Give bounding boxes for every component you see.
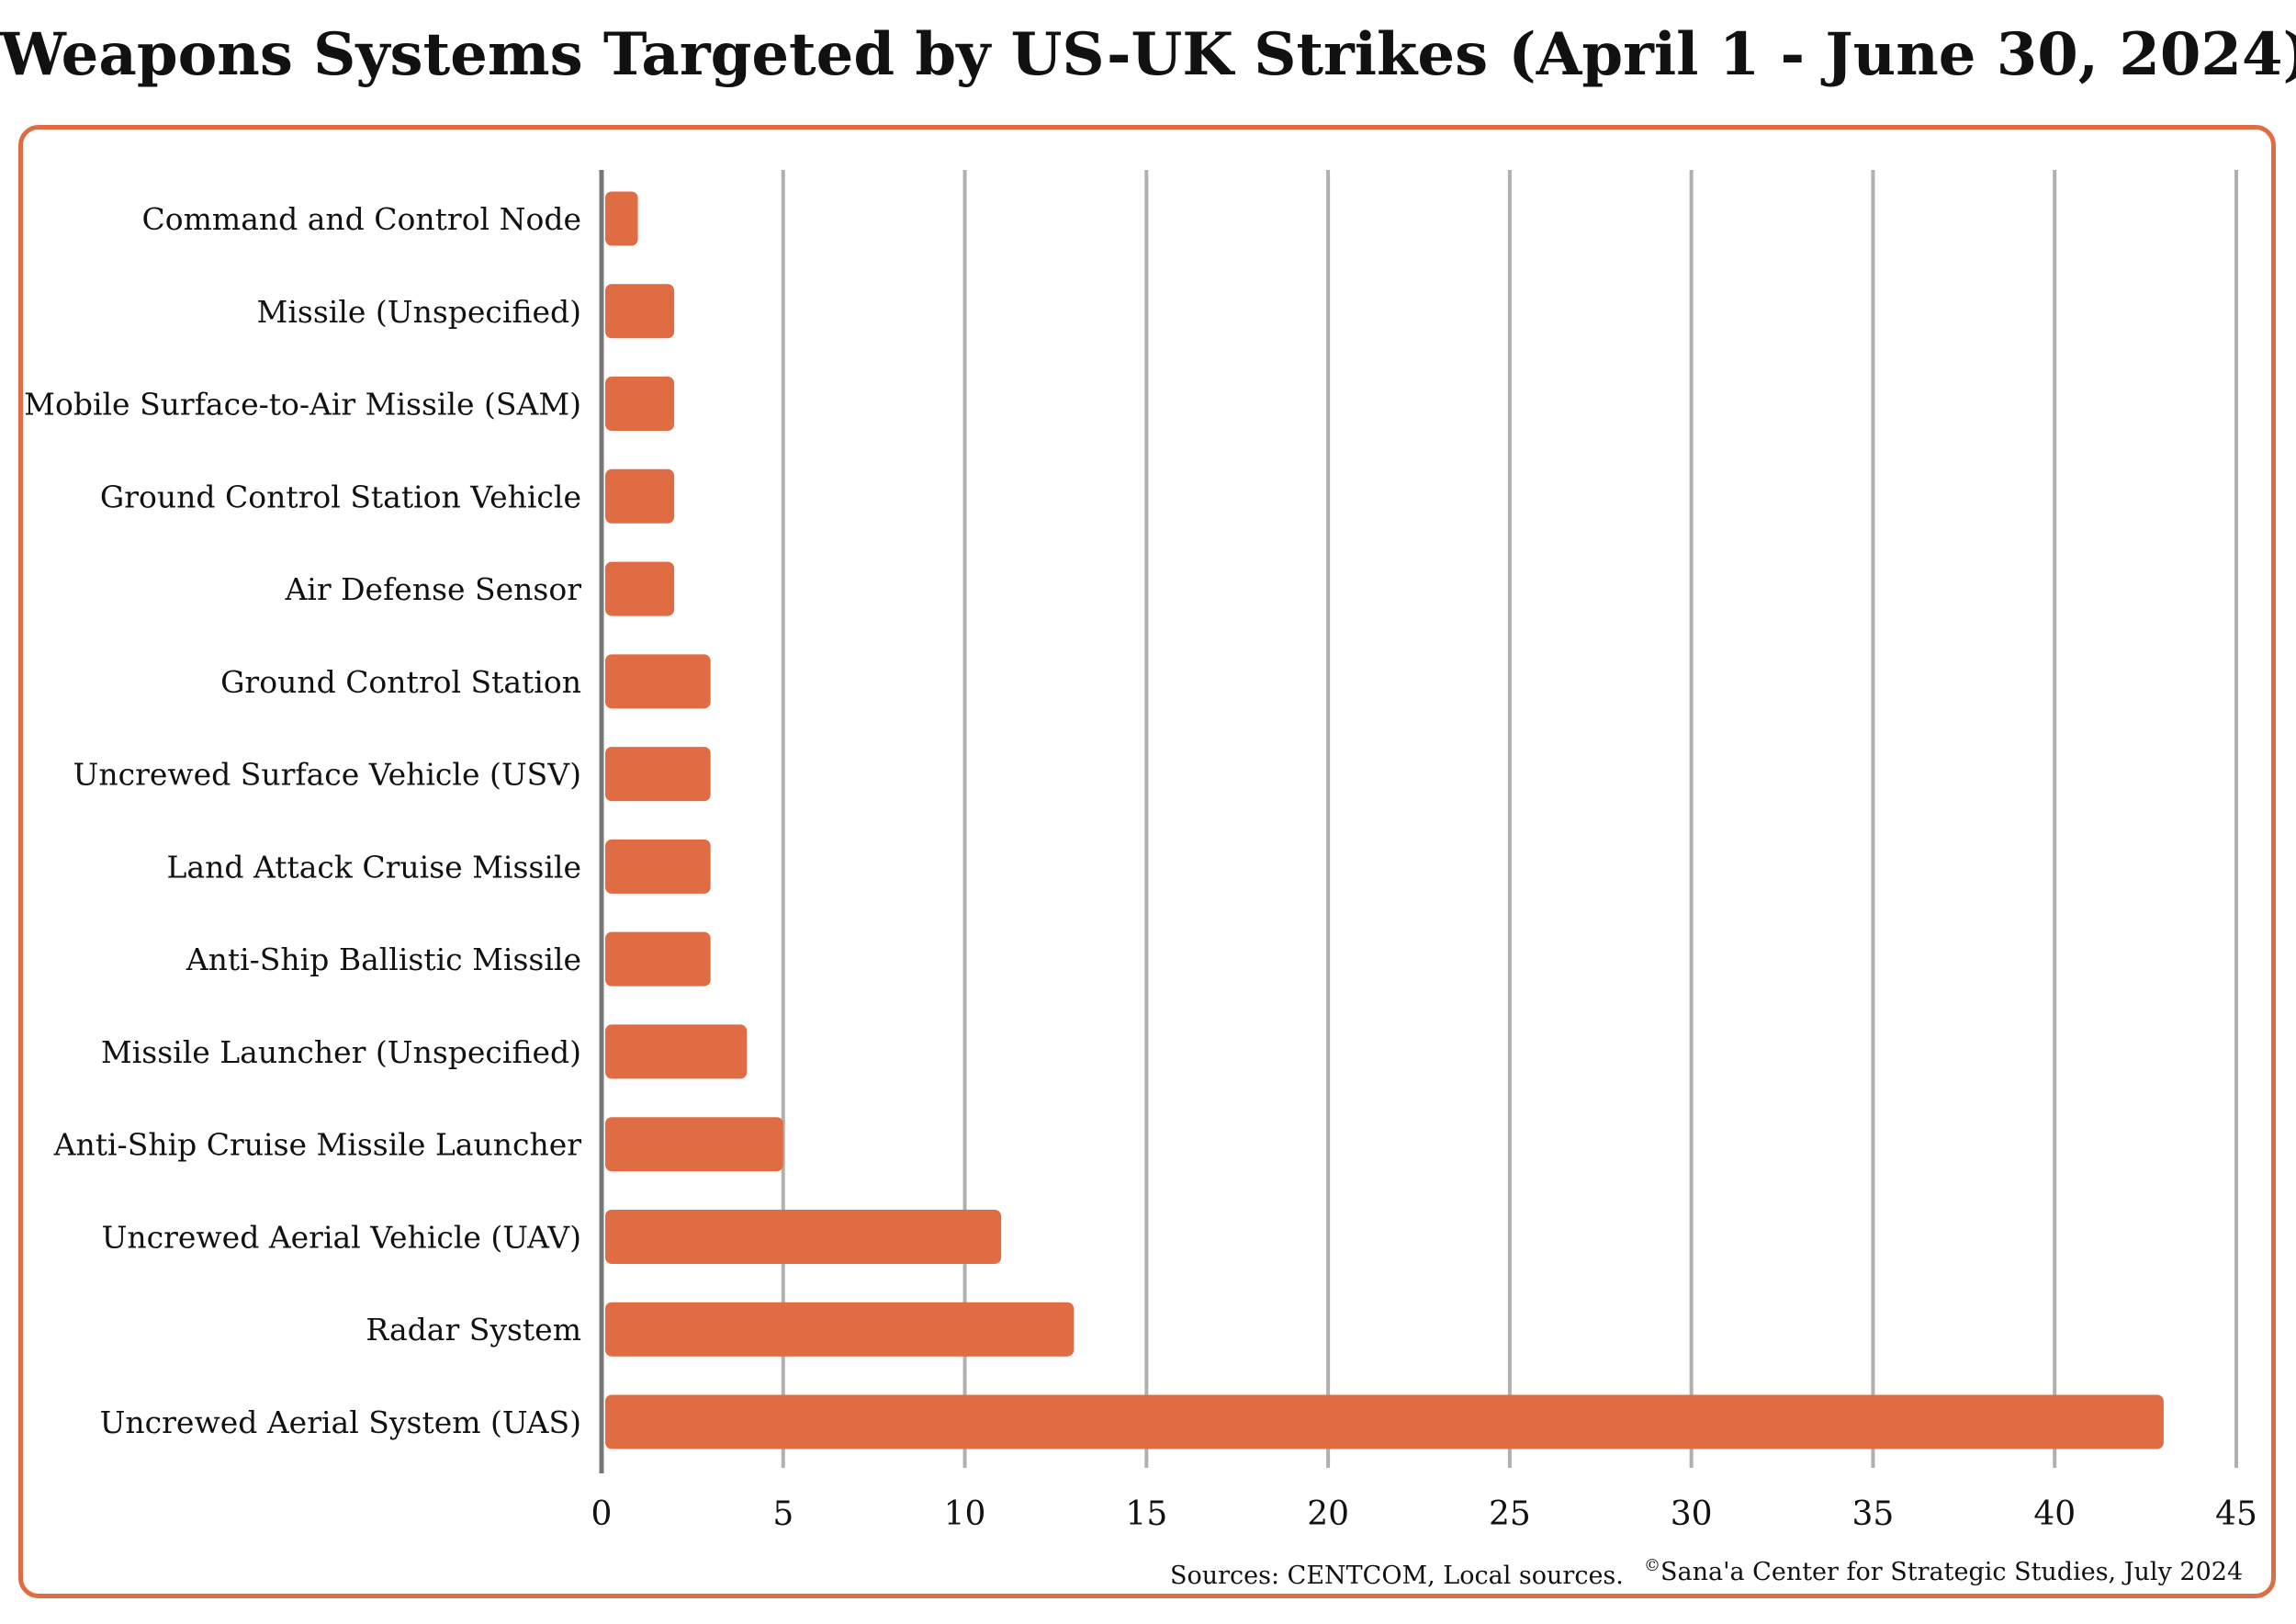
x-tick-label: 0	[591, 1495, 613, 1533]
category-label: Ground Control Station Vehicle	[100, 479, 581, 514]
category-label: Air Defense Sensor	[284, 571, 581, 607]
category-label: Anti-Ship Ballistic Missile	[186, 942, 581, 977]
x-tick-label: 10	[944, 1495, 986, 1533]
copyright-symbol: ©	[1644, 1556, 1660, 1575]
bar	[605, 931, 711, 987]
copyright-text: Sana'a Center for Strategic Studies, Jul…	[1660, 1558, 2244, 1586]
bar	[605, 747, 711, 802]
x-tick-label: 15	[1125, 1495, 1167, 1533]
category-label: Uncrewed Aerial System (UAS)	[100, 1404, 581, 1440]
category-label: Mobile Surface-to-Air Missile (SAM)	[24, 387, 581, 423]
copyright-note: ©Sana'a Center for Strategic Studies, Ju…	[1644, 1556, 2243, 1586]
x-tick-label: 45	[2215, 1495, 2257, 1533]
category-label: Missile (Unspecified)	[257, 294, 581, 330]
category-label: Missile Launcher (Unspecified)	[101, 1034, 581, 1070]
category-label: Anti-Ship Cruise Missile Launcher	[53, 1127, 582, 1163]
x-tick-label: 40	[2033, 1495, 2076, 1533]
bar	[605, 1302, 1075, 1357]
chart-title: Weapons Systems Targeted by US-UK Strike…	[0, 20, 2296, 89]
category-label: Uncrewed Surface Vehicle (USV)	[73, 757, 581, 793]
category-label: Land Attack Cruise Missile	[166, 849, 581, 885]
bar	[605, 1117, 783, 1172]
bar	[605, 284, 675, 339]
x-tick-label: 30	[1671, 1495, 1713, 1533]
x-tick-label: 35	[1852, 1495, 1895, 1533]
source-note: Sources: CENTCOM, Local sources.	[1170, 1562, 1624, 1590]
bar	[605, 377, 675, 432]
bar	[605, 839, 711, 894]
category-label: Command and Control Node	[142, 201, 582, 237]
bar	[605, 561, 675, 616]
bar	[605, 1024, 748, 1079]
x-tick-label: 5	[772, 1495, 793, 1533]
bar	[605, 1394, 2164, 1449]
category-label: Radar System	[366, 1312, 581, 1348]
category-label: Uncrewed Aerial Vehicle (UAV)	[102, 1219, 581, 1255]
bar	[605, 468, 675, 524]
category-label: Ground Control Station	[220, 664, 581, 700]
bar	[605, 1209, 1002, 1264]
bar	[605, 654, 711, 709]
x-tick-label: 25	[1489, 1495, 1531, 1533]
bar	[605, 191, 638, 246]
x-tick-label: 20	[1307, 1495, 1349, 1533]
chart-frame	[18, 125, 2276, 1598]
